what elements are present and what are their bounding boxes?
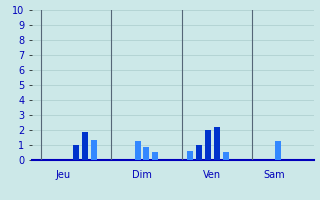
Text: Dim: Dim [132, 170, 152, 180]
Bar [134, 140, 141, 160]
Bar [275, 141, 282, 160]
Bar [205, 130, 211, 160]
Bar [82, 132, 88, 160]
Text: Sam: Sam [263, 170, 285, 180]
Text: Jeu: Jeu [55, 170, 70, 180]
Bar [143, 147, 149, 160]
Bar [73, 145, 79, 160]
Bar [196, 145, 202, 160]
Bar [152, 152, 158, 160]
Text: Ven: Ven [203, 170, 221, 180]
Bar [187, 151, 194, 160]
Bar [91, 140, 97, 160]
Bar [222, 152, 229, 160]
Bar [214, 127, 220, 160]
